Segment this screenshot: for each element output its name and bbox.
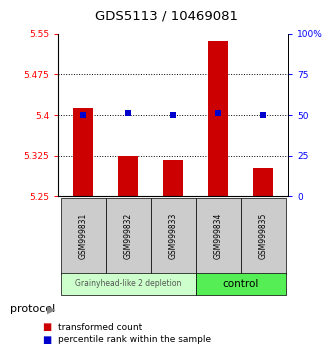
Point — [126, 110, 131, 116]
Text: GSM999834: GSM999834 — [214, 212, 223, 259]
Bar — [253, 168, 273, 196]
Text: GSM999835: GSM999835 — [259, 212, 268, 259]
Text: percentile rank within the sample: percentile rank within the sample — [58, 335, 211, 344]
Text: ■: ■ — [42, 335, 51, 345]
Bar — [118, 156, 138, 196]
Point — [170, 112, 176, 118]
Text: control: control — [222, 279, 259, 289]
Text: ■: ■ — [42, 322, 51, 332]
Text: GSM999833: GSM999833 — [168, 212, 178, 259]
Text: protocol: protocol — [10, 304, 55, 314]
Text: GSM999832: GSM999832 — [124, 212, 133, 259]
Point — [261, 112, 266, 118]
Point — [215, 110, 221, 116]
Point — [80, 112, 86, 118]
Bar — [208, 41, 228, 196]
Text: GDS5113 / 10469081: GDS5113 / 10469081 — [95, 10, 238, 22]
Text: ▶: ▶ — [47, 304, 56, 314]
Bar — [163, 160, 183, 196]
Text: GSM999831: GSM999831 — [79, 212, 88, 259]
Bar — [73, 108, 93, 196]
Text: transformed count: transformed count — [58, 322, 143, 332]
Text: Grainyhead-like 2 depletion: Grainyhead-like 2 depletion — [75, 279, 181, 288]
